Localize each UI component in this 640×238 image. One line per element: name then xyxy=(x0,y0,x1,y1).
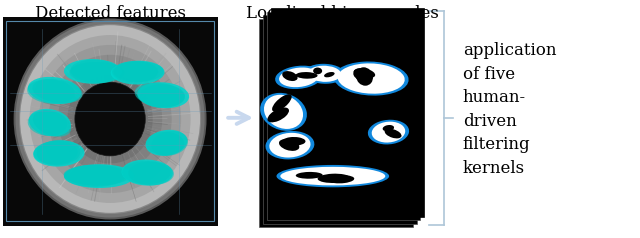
Ellipse shape xyxy=(64,165,125,187)
Ellipse shape xyxy=(15,20,205,218)
Bar xyxy=(259,19,413,227)
Ellipse shape xyxy=(140,84,185,108)
Ellipse shape xyxy=(32,79,83,103)
Ellipse shape xyxy=(64,59,122,84)
Ellipse shape xyxy=(313,68,322,74)
Ellipse shape xyxy=(266,131,314,159)
Ellipse shape xyxy=(328,175,355,183)
Ellipse shape xyxy=(70,60,120,82)
Ellipse shape xyxy=(70,62,125,83)
Ellipse shape xyxy=(308,66,341,82)
Ellipse shape xyxy=(137,82,189,108)
Ellipse shape xyxy=(28,110,67,136)
Bar xyxy=(271,8,424,217)
Ellipse shape xyxy=(20,25,200,213)
Ellipse shape xyxy=(77,84,143,154)
Ellipse shape xyxy=(279,139,300,151)
Ellipse shape xyxy=(334,61,408,96)
Ellipse shape xyxy=(372,122,405,143)
Ellipse shape xyxy=(368,120,409,144)
Ellipse shape xyxy=(111,61,164,84)
Text: application
of five
human-
driven
filtering
kernels: application of five human- driven filter… xyxy=(463,42,556,177)
Ellipse shape xyxy=(279,68,319,87)
Ellipse shape xyxy=(146,132,184,155)
Ellipse shape xyxy=(29,35,191,203)
Ellipse shape xyxy=(356,67,373,86)
Ellipse shape xyxy=(304,64,345,84)
Ellipse shape xyxy=(27,79,75,104)
Ellipse shape xyxy=(128,162,174,185)
Ellipse shape xyxy=(33,141,77,165)
Ellipse shape xyxy=(145,130,188,156)
Ellipse shape xyxy=(324,72,335,77)
Ellipse shape xyxy=(151,131,188,156)
Ellipse shape xyxy=(134,83,185,107)
Ellipse shape xyxy=(67,74,153,164)
Ellipse shape xyxy=(296,172,323,179)
Ellipse shape xyxy=(36,140,80,165)
Ellipse shape xyxy=(354,68,375,78)
Ellipse shape xyxy=(122,161,171,184)
Ellipse shape xyxy=(28,77,81,104)
Ellipse shape xyxy=(33,110,71,137)
Ellipse shape xyxy=(58,65,162,173)
Ellipse shape xyxy=(122,159,173,186)
Text: Detected features: Detected features xyxy=(35,5,186,22)
Ellipse shape xyxy=(385,129,401,139)
Ellipse shape xyxy=(49,55,172,183)
Ellipse shape xyxy=(64,164,134,188)
Ellipse shape xyxy=(338,63,404,94)
Ellipse shape xyxy=(280,167,385,185)
Ellipse shape xyxy=(269,133,310,158)
Ellipse shape xyxy=(75,82,145,156)
Ellipse shape xyxy=(282,137,305,146)
Ellipse shape xyxy=(317,174,350,183)
Ellipse shape xyxy=(39,45,181,193)
Ellipse shape xyxy=(272,94,292,112)
Text: Localized binary codes: Localized binary codes xyxy=(246,5,439,22)
Ellipse shape xyxy=(260,93,307,131)
Ellipse shape xyxy=(276,165,389,187)
Ellipse shape xyxy=(112,61,158,82)
Ellipse shape xyxy=(264,95,303,129)
Bar xyxy=(6,21,214,221)
Bar xyxy=(263,15,417,224)
Ellipse shape xyxy=(353,68,372,81)
Bar xyxy=(3,17,218,226)
Ellipse shape xyxy=(268,108,289,122)
Ellipse shape xyxy=(383,125,394,131)
Ellipse shape xyxy=(113,61,164,82)
Ellipse shape xyxy=(63,165,130,186)
Bar xyxy=(267,12,420,220)
Ellipse shape xyxy=(296,72,317,79)
Ellipse shape xyxy=(275,66,323,89)
Ellipse shape xyxy=(282,71,298,81)
Ellipse shape xyxy=(33,140,84,167)
Ellipse shape xyxy=(29,109,71,136)
